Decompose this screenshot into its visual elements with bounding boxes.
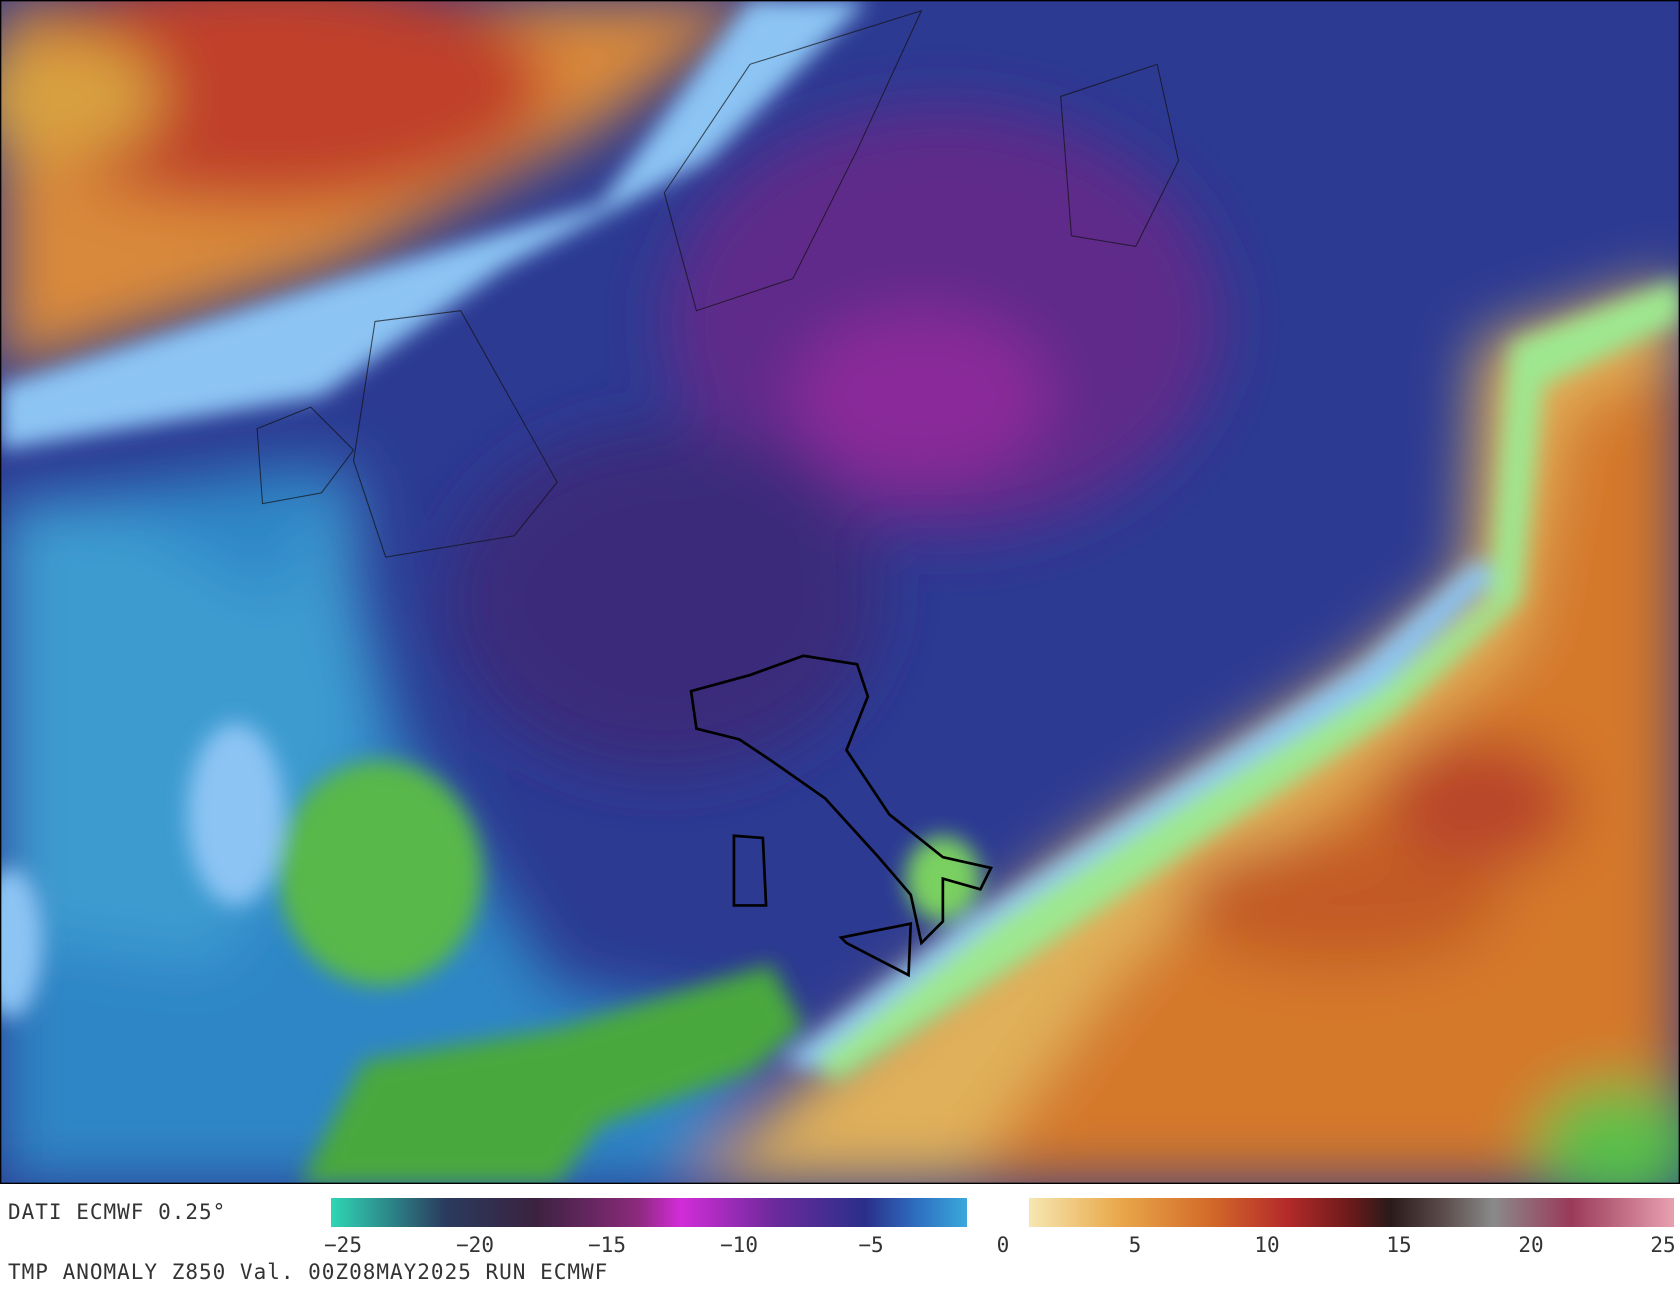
anomaly-map bbox=[0, 0, 1680, 1184]
colorbar-tick-label: −5 bbox=[858, 1233, 883, 1257]
colorbar-tick-label: 0 bbox=[997, 1233, 1010, 1257]
colorbar-tick-label: −10 bbox=[720, 1233, 758, 1257]
colorbar-warm bbox=[1029, 1198, 1674, 1227]
colorbar-tick-label: 25 bbox=[1650, 1233, 1675, 1257]
colorbar-tick-label: −20 bbox=[456, 1233, 494, 1257]
colorbar-tick-label: 5 bbox=[1129, 1233, 1142, 1257]
map-title: TMP ANOMALY Z850 Val. 00Z08MAY2025 RUN E… bbox=[8, 1260, 609, 1284]
colorbar-cold bbox=[331, 1198, 967, 1227]
colorbar-tick-label: 10 bbox=[1254, 1233, 1279, 1257]
source-label: DATI ECMWF 0.25° bbox=[8, 1200, 227, 1224]
colorbar-tick-label: 20 bbox=[1518, 1233, 1543, 1257]
colorbar-tick-label: −25 bbox=[324, 1233, 362, 1257]
colorbar-ticks: −25 −20 −15 −10 −5 0 5 10 15 20 25 bbox=[324, 1233, 1676, 1257]
colorbar-tick-label: 15 bbox=[1386, 1233, 1411, 1257]
colorbar-tick-label: −15 bbox=[588, 1233, 626, 1257]
